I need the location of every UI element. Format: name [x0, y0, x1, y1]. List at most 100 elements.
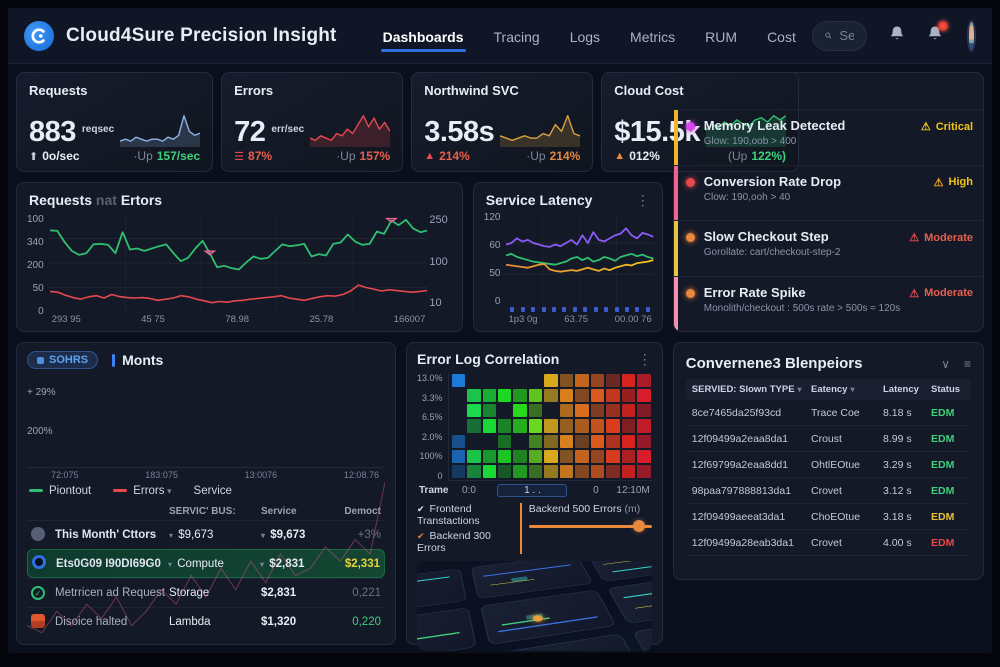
heatmap-cell[interactable] — [606, 389, 620, 403]
legend-item[interactable]: Piontout — [29, 485, 91, 497]
alert-item[interactable]: Memory Leak Detected Glow: 190,oob > 400 ⚠… — [673, 109, 983, 165]
heatmap-cell[interactable] — [467, 464, 481, 478]
slider-track[interactable] — [528, 520, 652, 532]
heatmap-cell[interactable] — [559, 464, 574, 478]
heatmap-cell[interactable] — [513, 374, 526, 387]
alert-item[interactable]: Conversion Rate Drop Clow: 190,ooh > 40 ⚠ H… — [673, 164, 983, 221]
alert-item[interactable]: Slow Checkout Step Gorollate: cart/checko… — [673, 220, 983, 276]
heatmap-cell[interactable] — [544, 404, 557, 417]
heatmap-cell[interactable] — [513, 464, 527, 478]
heatmap-cell[interactable] — [482, 419, 496, 433]
kpi-card-errors[interactable]: Errors 72 err/sec ☰ 87% ·Up 157% — [221, 72, 404, 172]
heatmap-cell[interactable] — [637, 449, 651, 463]
heatmap-cell[interactable] — [606, 404, 620, 418]
trace-row[interactable]: 12f09499a28eab3da1 Crovet 4.00 s EDM — [685, 530, 971, 556]
heatmap-cell[interactable] — [590, 389, 605, 403]
heatmap-cell[interactable] — [637, 389, 651, 403]
heatmap-cell[interactable] — [606, 374, 620, 388]
heatmap-cell[interactable] — [621, 389, 636, 403]
heatmap-cell[interactable] — [482, 389, 496, 403]
heatmap-cell[interactable] — [621, 434, 636, 448]
latency-chart[interactable] — [506, 212, 653, 305]
heatmap-cell[interactable] — [544, 464, 558, 478]
errorlog-legend-item[interactable]: ✔ Frontend Transtactions — [417, 503, 510, 527]
heatmap-cell[interactable] — [452, 389, 465, 402]
sohrs-badge[interactable]: SOHRS — [27, 351, 99, 369]
heatmap-cell[interactable] — [637, 434, 651, 448]
heatmap-cell[interactable] — [559, 374, 574, 388]
heatmap-cell[interactable] — [606, 449, 620, 463]
heatmap-cell[interactable] — [497, 389, 512, 403]
slider-handle[interactable] — [633, 520, 646, 532]
search-input[interactable] — [839, 28, 854, 43]
alerts-bell-icon[interactable] — [927, 20, 948, 47]
legend-item[interactable]: Service — [194, 485, 232, 497]
heatmap-cell[interactable] — [497, 464, 512, 478]
service-table-row[interactable]: Disoice halted Lambda $1,320 0,220 — [27, 607, 385, 636]
nav-tracing[interactable]: Tracing — [493, 29, 540, 45]
heatmap-cell[interactable] — [513, 419, 527, 433]
heatmap-cell[interactable] — [575, 374, 589, 388]
heatmap-cell[interactable] — [467, 419, 481, 433]
heatmap-cell[interactable] — [637, 374, 651, 388]
heatmap-cell[interactable] — [590, 449, 605, 463]
heatmap-cell[interactable] — [452, 419, 465, 432]
heatmap-cell[interactable] — [621, 374, 636, 388]
nav-cost[interactable]: Cost — [767, 29, 796, 45]
heatmap-cell[interactable] — [528, 419, 543, 433]
heatmap-cell[interactable] — [559, 434, 574, 448]
heatmap-cell[interactable] — [528, 389, 543, 403]
heatmap[interactable]: 13.0% 3.3% 6.5% 2.0% 100% 0 — [417, 373, 652, 481]
service-table-row[interactable]: Ets0G09 I90DI69G0 ▾ Compute ▾ $2,831 $2,331 — [27, 549, 385, 578]
heatmap-cell[interactable] — [452, 404, 465, 417]
user-avatar[interactable] — [966, 19, 976, 52]
heatmap-cell[interactable] — [637, 464, 651, 478]
heatmap-cell[interactable] — [467, 404, 481, 418]
tab-monts[interactable]: Monts — [112, 352, 163, 368]
heatmap-cell[interactable] — [544, 449, 558, 463]
errorlog-more-icon[interactable]: ⋮ — [637, 351, 652, 367]
heatmap-cell[interactable] — [590, 419, 605, 433]
heatmap-cell[interactable] — [528, 404, 543, 418]
heatmap-cell[interactable] — [482, 464, 496, 478]
heatmap-cell[interactable] — [575, 464, 589, 478]
heatmap-cell[interactable] — [606, 419, 620, 433]
heatmap-cell[interactable] — [467, 374, 480, 387]
heatmap-cell[interactable] — [559, 389, 574, 403]
heatmap-cell[interactable] — [575, 449, 589, 463]
heatmap-cell[interactable] — [606, 464, 620, 478]
trace-row[interactable]: 12f09499a2eaa8da1 Croust 8.99 s EDM — [685, 426, 971, 452]
heatmap-cell[interactable] — [544, 419, 558, 433]
notifications-bell-icon[interactable] — [889, 25, 905, 47]
bar-chart[interactable]: + 29% 200% — [27, 375, 385, 468]
trace-row[interactable]: 8ce7465da25f93cd Trace Coe 8.18 s EDM — [685, 400, 971, 426]
heatmap-cell[interactable] — [497, 449, 512, 463]
more-options-icon[interactable]: ⋮ — [635, 192, 650, 208]
heatmap-cell[interactable] — [559, 449, 574, 463]
heatmap-cell[interactable] — [513, 389, 527, 403]
nav-metrics[interactable]: Metrics — [630, 29, 676, 45]
heatmap-cell[interactable] — [451, 464, 466, 478]
heatmap-cell[interactable] — [482, 404, 496, 418]
heatmap-cell[interactable] — [559, 404, 574, 418]
time-range-box[interactable]: 1 . . — [497, 484, 568, 497]
backend-errors-slider[interactable]: Backend 500 Errors (m) — [519, 503, 652, 554]
heatmap-cell[interactable] — [606, 434, 620, 448]
heatmap-cell[interactable] — [544, 374, 558, 388]
nav-dashboards[interactable]: Dashboards — [380, 11, 466, 60]
trace-row[interactable]: 12f69799a2eaa8dd1 OhtlEOtue 3.29 s EDM — [685, 452, 971, 478]
heatmap-cell[interactable] — [575, 419, 589, 433]
heatmap-cell[interactable] — [467, 435, 480, 448]
heatmap-cell[interactable] — [451, 434, 466, 448]
trace-row[interactable]: 98paa797888813da1 Crovet 3.12 s EDM — [685, 478, 971, 504]
heatmap-cell[interactable] — [575, 389, 589, 403]
heatmap-cell[interactable] — [590, 464, 605, 478]
heatmap-cell[interactable] — [559, 419, 574, 433]
heatmap-cell[interactable] — [513, 404, 527, 418]
sort-icon[interactable]: ∨ — [941, 356, 950, 371]
heatmap-cell[interactable] — [544, 434, 558, 448]
heatmap-cell[interactable] — [590, 434, 605, 448]
heatmap-cell[interactable] — [575, 434, 589, 448]
kpi-card-northwind-svc[interactable]: Northwind SVC 3.58s ▲ 214% ·Up 214% — [411, 72, 594, 172]
heatmap-cell[interactable] — [467, 449, 481, 463]
